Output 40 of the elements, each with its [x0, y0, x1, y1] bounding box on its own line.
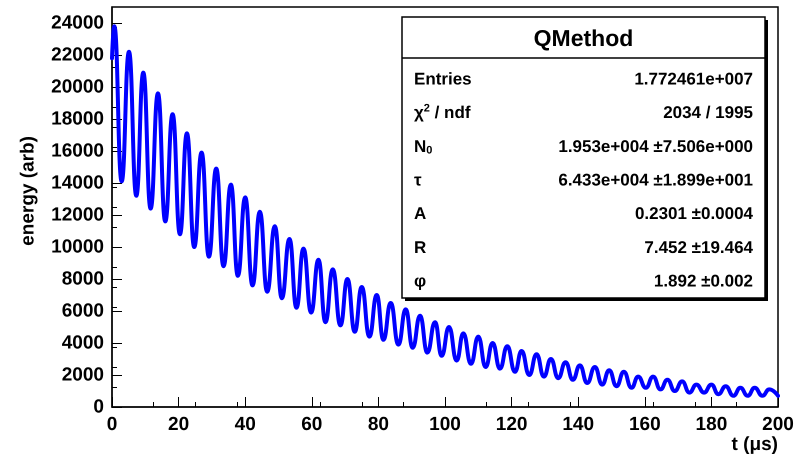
y-tick-label: 4000: [62, 332, 104, 354]
annotation: 1.953e+004 ±7.506e+000: [558, 136, 753, 156]
annotation: R: [414, 238, 426, 257]
y-tick-label: 10000: [51, 236, 104, 258]
y-tick-label: 20000: [51, 76, 104, 98]
annotation: A: [414, 204, 426, 224]
x-tick-label: 160: [628, 414, 661, 435]
y-tick-label: 22000: [51, 44, 104, 66]
x-axis-title: t (μs): [732, 434, 778, 455]
y-tick-label: 18000: [51, 108, 104, 130]
y-tick-label: 16000: [51, 140, 104, 162]
y-tick-label: 12000: [51, 204, 104, 226]
line-series: [110, 24, 780, 398]
annotation: 7.452 ±19.464: [644, 238, 754, 257]
annotation: 1.892 ±0.002: [654, 272, 753, 291]
annotation: τ: [414, 170, 422, 190]
x-tick-label: 120: [496, 414, 528, 435]
x-tick-label: 20: [168, 414, 190, 435]
annotation: 1.772461e+007: [634, 69, 753, 88]
annotation: 2034 / 1995: [663, 103, 753, 122]
annotation: 0.2301 ±0.0004: [634, 204, 754, 224]
annotation: φ: [414, 272, 426, 291]
y-tick-label: 24000: [51, 12, 104, 34]
y-tick-label: 8000: [62, 268, 104, 290]
x-tick-label: 180: [696, 414, 728, 435]
x-tick-label: 200: [762, 414, 794, 435]
y-tick-label: 2000: [62, 364, 104, 386]
x-tick-label: 80: [368, 414, 389, 435]
x-tick-label: 0: [106, 414, 118, 435]
annotation: QMethod: [534, 25, 634, 51]
y-tick-label: 0: [93, 396, 104, 418]
y-tick-label: 6000: [62, 300, 104, 322]
y-axis-title: energy (arb): [18, 136, 38, 246]
annotation: Entries: [414, 69, 472, 88]
x-tick-label: 140: [562, 414, 594, 435]
y-tick-label: 14000: [51, 172, 104, 194]
x-tick-label: 100: [429, 414, 461, 435]
annotation: 6.433e+004 ±1.899e+001: [558, 170, 753, 190]
x-tick-label: 60: [301, 414, 322, 435]
x-tick-label: 40: [234, 414, 256, 435]
